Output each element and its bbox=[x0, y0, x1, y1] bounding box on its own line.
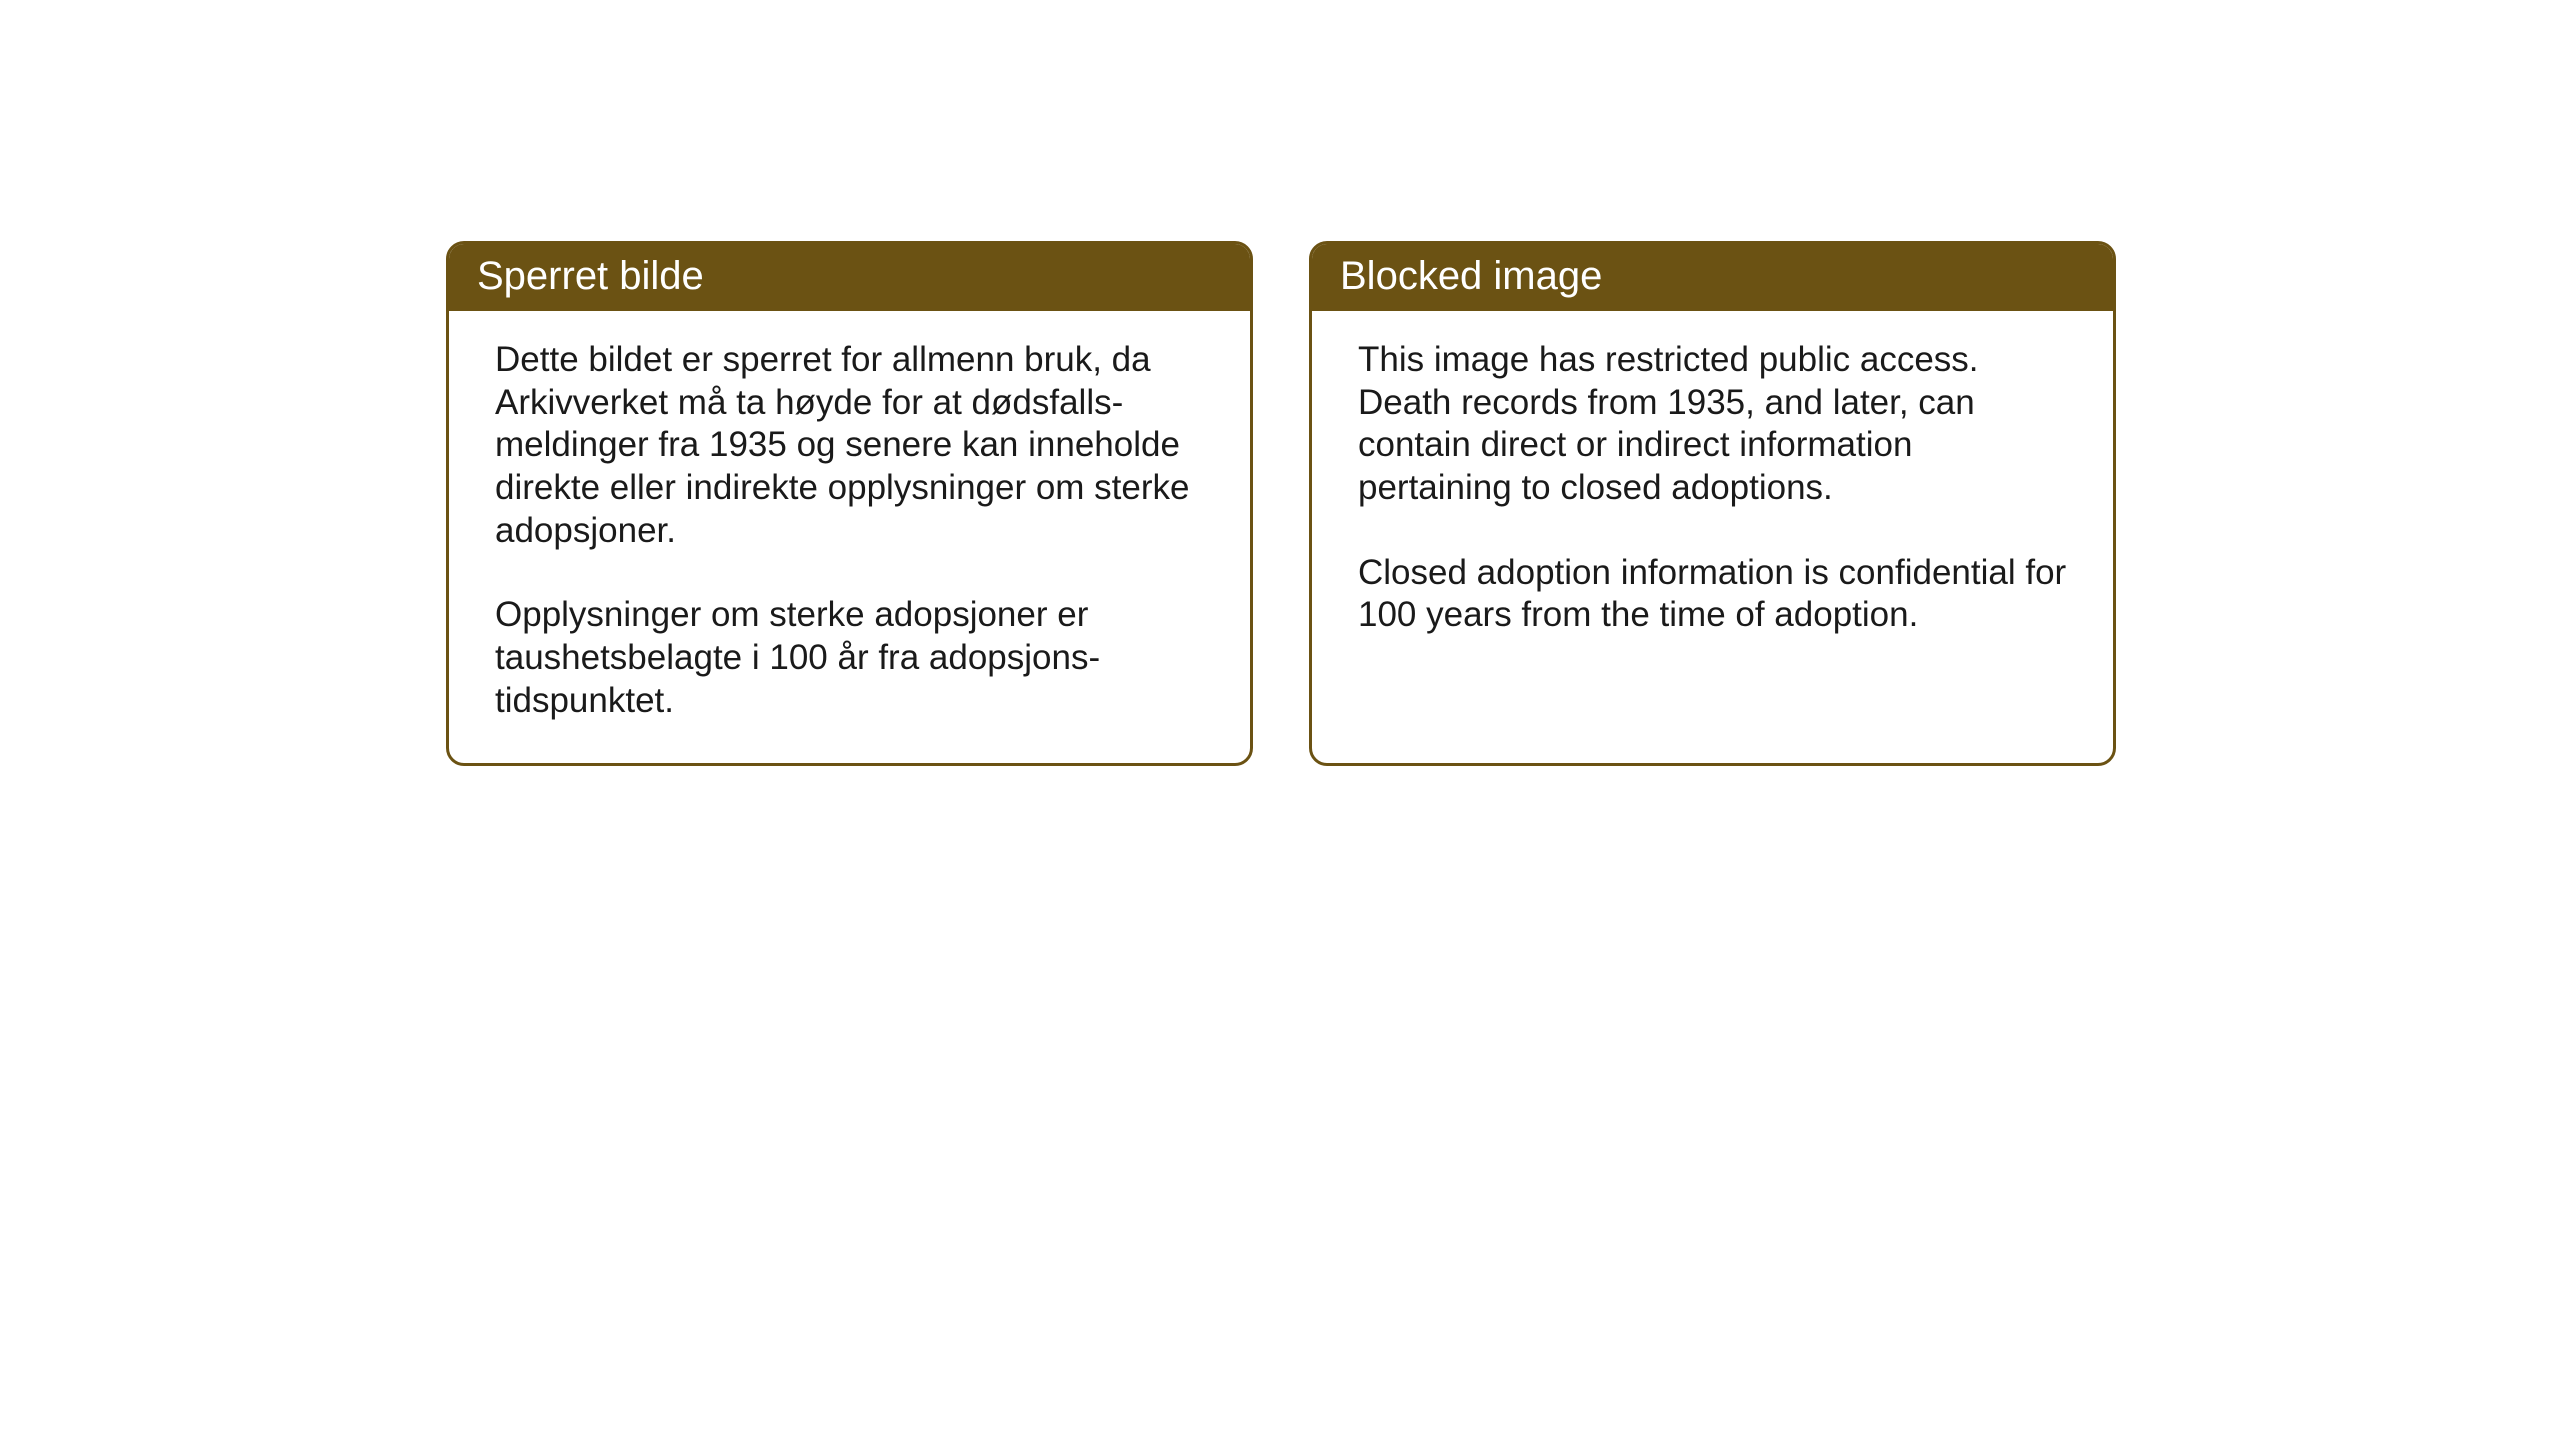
notice-title-norwegian: Sperret bilde bbox=[477, 254, 704, 298]
notice-header-english: Blocked image bbox=[1312, 244, 2113, 311]
notice-container: Sperret bilde Dette bildet er sperret fo… bbox=[446, 241, 2116, 766]
notice-paragraph-english-2: Closed adoption information is confident… bbox=[1358, 552, 2067, 637]
notice-paragraph-norwegian-2: Opplysninger om sterke adopsjoner er tau… bbox=[495, 594, 1204, 722]
notice-body-norwegian: Dette bildet er sperret for allmenn bruk… bbox=[449, 311, 1250, 763]
notice-box-english: Blocked image This image has restricted … bbox=[1309, 241, 2116, 766]
notice-body-english: This image has restricted public access.… bbox=[1312, 311, 2113, 751]
notice-header-norwegian: Sperret bilde bbox=[449, 244, 1250, 311]
notice-title-english: Blocked image bbox=[1340, 254, 1602, 298]
notice-box-norwegian: Sperret bilde Dette bildet er sperret fo… bbox=[446, 241, 1253, 766]
notice-paragraph-norwegian-1: Dette bildet er sperret for allmenn bruk… bbox=[495, 339, 1204, 552]
notice-paragraph-english-1: This image has restricted public access.… bbox=[1358, 339, 2067, 510]
